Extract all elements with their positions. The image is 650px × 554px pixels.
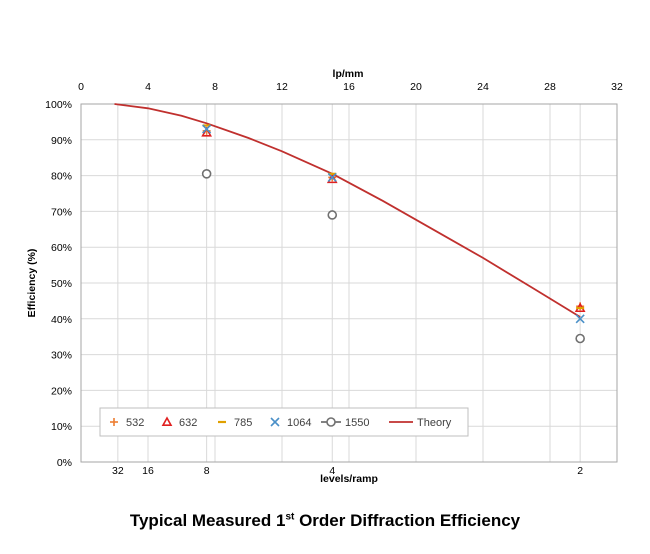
- x-marker-b: [327, 172, 337, 182]
- x-marker-b: [575, 314, 585, 324]
- y-tick-label: 80%: [51, 171, 72, 183]
- legend-label: 1064: [287, 417, 311, 429]
- top-tick-label: 24: [477, 81, 489, 93]
- bottom-tick-label: 16: [142, 465, 154, 477]
- caption-prefix: Typical Measured 1: [129, 511, 286, 530]
- legend-label: 785: [234, 417, 252, 429]
- y-tick-label: 30%: [51, 350, 72, 362]
- circle-marker: [575, 333, 585, 344]
- triangle-marker: [201, 126, 212, 137]
- x-marker-b: [202, 124, 212, 134]
- top-axis-tick-labels: 0 4 8 12 16 20 24 28 32: [78, 81, 623, 93]
- data-point-triangle: [201, 126, 212, 137]
- plot-area-border: [80, 103, 618, 463]
- y-tick-label: 60%: [51, 242, 72, 254]
- circle-marker: [201, 169, 212, 179]
- top-axis-title: lp/mm: [333, 68, 364, 80]
- legend-label: Theory: [417, 417, 452, 429]
- y-tick-label: 90%: [51, 135, 72, 147]
- top-tick-label: 8: [212, 81, 218, 93]
- caption-superscript: st: [285, 511, 295, 523]
- top-tick-label: 28: [544, 81, 556, 93]
- y-tick-label: 50%: [51, 278, 72, 290]
- efficiency-chart: 0% 10% 20% 30% 40% 50% 60% 70% 80% 90% 100% 0 4 8 12 1…: [26, 68, 623, 485]
- y-axis-tick-labels: 0% 10% 20% 30% 40% 50% 60% 70% 80% 90% 100%: [45, 99, 72, 469]
- data-point-x: [575, 314, 585, 324]
- data-point-plus: [110, 418, 118, 426]
- top-tick-label: 12: [276, 81, 288, 93]
- bottom-tick-label: 32: [112, 465, 124, 477]
- caption-suffix: Order Diffraction Efficiency: [294, 511, 521, 530]
- legend-label: 1550: [345, 417, 369, 429]
- data-point-circle: [201, 169, 212, 179]
- bottom-tick-label: 4: [329, 465, 335, 477]
- top-tick-label: 32: [611, 81, 623, 93]
- top-tick-label: 0: [78, 81, 84, 93]
- data-point-circle: [575, 333, 585, 344]
- legend-label: 532: [126, 417, 144, 429]
- y-tick-label: 10%: [51, 421, 72, 433]
- legend-items: 532 632 785 1064 1550 Theory: [110, 416, 452, 429]
- series-layer: [114, 103, 586, 344]
- y-tick-label: 20%: [51, 385, 72, 397]
- circle-marker: [327, 210, 338, 220]
- data-point-x: [270, 417, 280, 427]
- bottom-axis-title: levels/ramp: [320, 473, 378, 485]
- legend: 532 632 785 1064 1550 Theory: [99, 407, 469, 437]
- top-tick-label: 16: [343, 81, 355, 93]
- legend-label: 632: [179, 417, 197, 429]
- bottom-axis-tick-labels: 32 16 8 4 2: [112, 465, 583, 477]
- bottom-tick-label: 8: [204, 465, 210, 477]
- y-axis-title: Efficiency (%): [26, 249, 38, 318]
- data-point-x: [202, 124, 212, 134]
- bottom-tick-label: 2: [577, 465, 583, 477]
- y-tick-label: 40%: [51, 314, 72, 326]
- data-point-triangle: [161, 416, 173, 427]
- y-tick-label: 0%: [57, 457, 72, 469]
- x-marker-b: [270, 417, 280, 427]
- y-tick-label: 100%: [45, 99, 72, 111]
- data-point-x: [327, 172, 337, 182]
- circle-marker: [326, 417, 336, 427]
- chart-caption: Typical Measured 1st Order Diffraction E…: [0, 511, 650, 531]
- top-tick-label: 20: [410, 81, 422, 93]
- data-point-circle: [326, 417, 336, 427]
- theory-curve: [114, 103, 581, 318]
- y-tick-label: 70%: [51, 206, 72, 218]
- data-point-circle: [327, 210, 338, 220]
- top-tick-label: 4: [145, 81, 151, 93]
- triangle-marker: [161, 416, 173, 427]
